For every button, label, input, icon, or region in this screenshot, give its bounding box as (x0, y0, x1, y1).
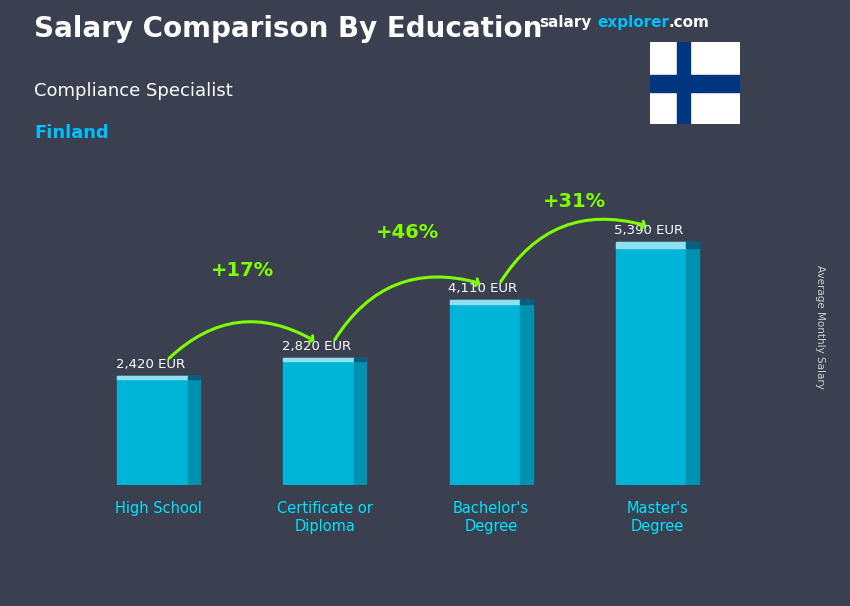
Bar (520, 300, 533, 304)
Text: Finland: Finland (34, 124, 109, 142)
Bar (686, 242, 699, 248)
Bar (188, 376, 201, 379)
Text: Compliance Specialist: Compliance Specialist (34, 82, 233, 100)
Bar (677, 42, 689, 124)
Text: 2,420 EUR: 2,420 EUR (116, 358, 185, 371)
Text: +17%: +17% (211, 261, 274, 280)
Bar (450, 300, 520, 485)
Bar (686, 242, 699, 485)
Bar (354, 358, 366, 485)
Bar (283, 358, 354, 485)
Bar (354, 358, 366, 361)
Bar (283, 358, 354, 361)
Text: 5,390 EUR: 5,390 EUR (615, 224, 683, 238)
Text: Average Monthly Salary: Average Monthly Salary (815, 265, 825, 389)
Text: explorer: explorer (598, 15, 670, 30)
Bar (117, 376, 188, 379)
Text: salary: salary (540, 15, 592, 30)
Bar (650, 75, 740, 92)
Text: 2,820 EUR: 2,820 EUR (282, 340, 351, 353)
Bar (615, 242, 686, 248)
Text: 4,110 EUR: 4,110 EUR (448, 282, 518, 295)
Bar (520, 300, 533, 485)
Bar (450, 300, 520, 304)
Bar (615, 242, 686, 485)
Text: +31%: +31% (542, 191, 605, 211)
Bar (117, 376, 188, 485)
Bar (188, 376, 201, 485)
Text: Salary Comparison By Education: Salary Comparison By Education (34, 15, 542, 43)
Text: .com: .com (668, 15, 709, 30)
Text: +46%: +46% (377, 223, 439, 242)
